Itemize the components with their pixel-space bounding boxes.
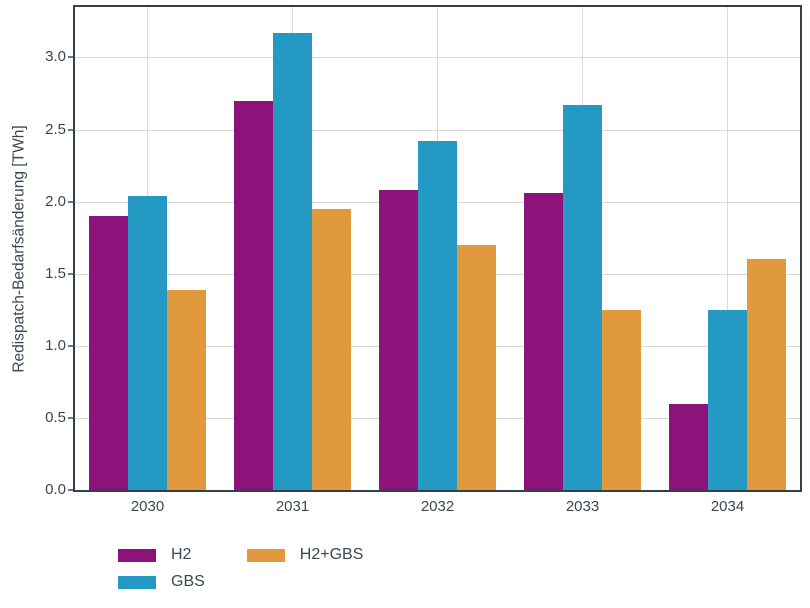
legend-label-H2+GBS: H2+GBS: [299, 546, 364, 563]
x-tick-label-2031: 2031: [275, 498, 310, 515]
y-tick-mark-0.5: [68, 416, 73, 419]
bar-H2+GBS-2030: [167, 289, 206, 490]
y-tick-mark-2.5: [68, 128, 73, 131]
y-axis-title: Redispatch-Bedarfsänderung [TWh]: [11, 124, 28, 373]
bar-GBS-2032: [418, 141, 457, 490]
bar-H2+GBS-2031: [312, 208, 351, 490]
bar-H2-2030: [89, 216, 128, 490]
y-tick-label-1.5: 1.5: [45, 264, 66, 282]
bar-GBS-2031: [273, 32, 312, 490]
y-tick-mark-0.0: [68, 489, 73, 491]
y-tick-label-0.0: 0.0: [45, 481, 66, 498]
bar-H2+GBS-2032: [457, 244, 496, 490]
bar-GBS-2030: [128, 195, 167, 490]
x-tick-label-2030: 2030: [130, 498, 165, 515]
bar-H2+GBS-2033: [602, 309, 641, 490]
y-tick-mark-2.0: [68, 200, 73, 203]
legend: H2 GBS H2+GBS: [118, 545, 363, 592]
y-tick-label-1.0: 1.0: [45, 336, 66, 354]
bar-GBS-2033: [563, 105, 602, 490]
y-tick-mark-3.0: [68, 56, 73, 59]
bar-H2-2033: [524, 193, 563, 490]
legend-swatch-GBS: [118, 575, 156, 589]
y-tick-mark-1.5: [68, 272, 73, 275]
y-tick-mark-1.0: [68, 344, 73, 347]
legend-item-H2+GBS: H2+GBS: [246, 545, 364, 565]
legend-item-GBS: GBS: [118, 572, 205, 592]
bar-H2-2032: [379, 190, 418, 490]
y-tick-label-2.0: 2.0: [45, 192, 66, 210]
bar-GBS-2034: [708, 309, 747, 490]
bar-H2+GBS-2034: [747, 259, 786, 490]
bar-H2-2031: [234, 100, 273, 490]
legend-swatch-H2: [118, 548, 156, 562]
x-tick-label-2032: 2032: [420, 498, 455, 515]
v-gridline-2034: [727, 7, 728, 490]
y-tick-label-0.5: 0.5: [45, 408, 66, 426]
x-tick-label-2033: 2033: [565, 498, 600, 515]
legend-label-GBS: GBS: [171, 573, 205, 590]
plot-area: [75, 7, 800, 490]
x-tick-label-2034: 2034: [710, 498, 745, 515]
legend-label-H2: H2: [171, 546, 192, 563]
y-tick-label-3.0: 3.0: [45, 48, 66, 66]
bar-H2-2034: [669, 403, 708, 490]
y-tick-label-2.5: 2.5: [45, 120, 66, 138]
legend-item-H2: H2: [118, 545, 205, 565]
legend-swatch-H2+GBS: [246, 548, 285, 562]
